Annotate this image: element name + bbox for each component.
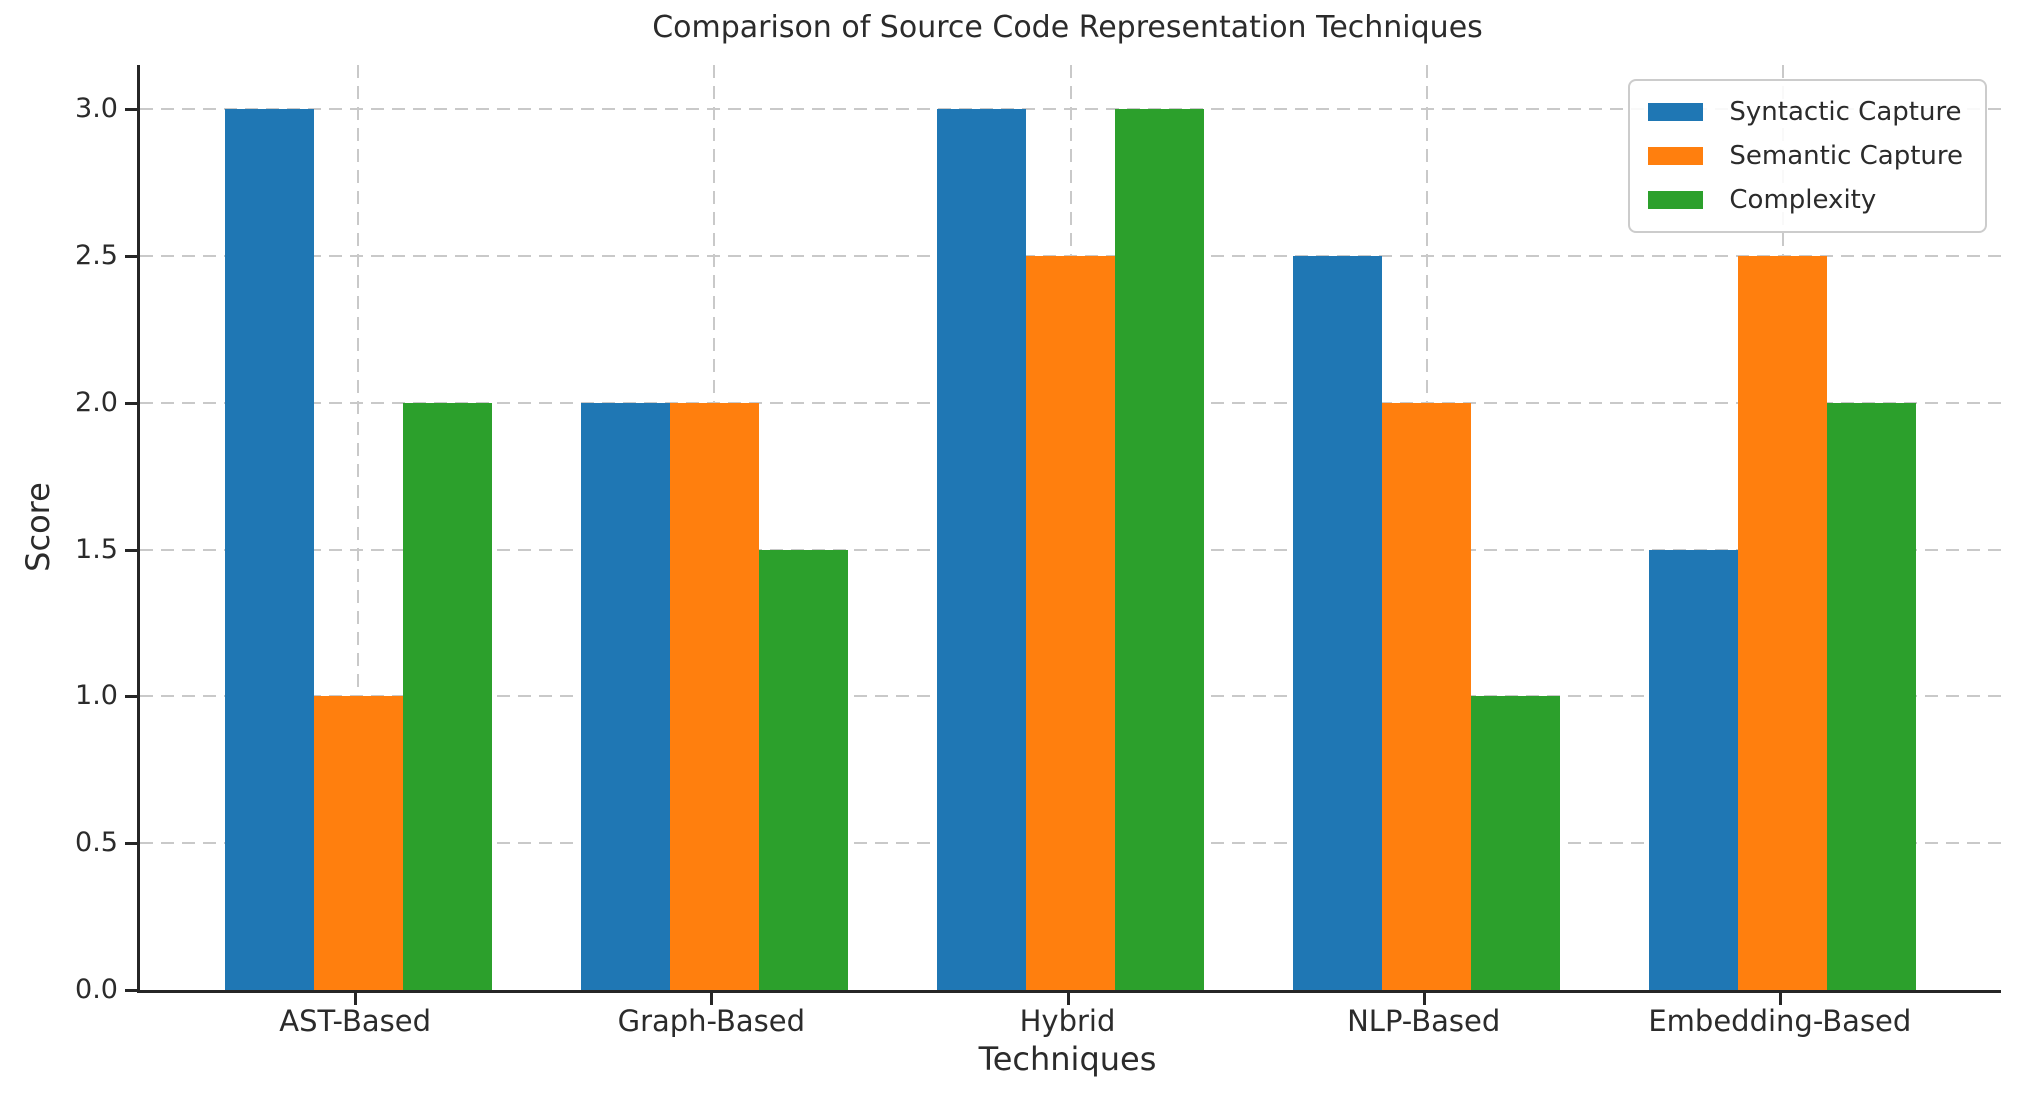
bar-Embedding-Based-Syntactic Capture bbox=[1649, 549, 1739, 990]
legend-item: Syntactic Capture bbox=[1648, 97, 1963, 127]
y-tick-label: 0.0 bbox=[75, 974, 118, 1005]
bar-Graph-Based-Complexity bbox=[758, 549, 848, 990]
x-tick-label: NLP-Based bbox=[1347, 1004, 1501, 1038]
legend: Syntactic Capture Semantic Capture Complex… bbox=[1628, 79, 1987, 233]
gridline-vertical bbox=[357, 65, 360, 990]
bar-Graph-Based-Semantic Capture bbox=[669, 402, 759, 990]
x-tick-mark bbox=[354, 993, 358, 1005]
x-tick-mark bbox=[1778, 993, 1782, 1005]
x-tick-label: Hybrid bbox=[1019, 1004, 1116, 1038]
y-tick-mark bbox=[125, 548, 137, 552]
y-tick-label: 1.0 bbox=[75, 680, 118, 712]
bar-AST-Based-Semantic Capture bbox=[313, 696, 403, 990]
bar-Hybrid-Syntactic Capture bbox=[936, 109, 1026, 990]
y-tick-mark bbox=[125, 401, 137, 405]
bar-NLP-Based-Syntactic Capture bbox=[1293, 255, 1383, 990]
y-tick-mark bbox=[125, 108, 137, 112]
bar-Embedding-Based-Semantic Capture bbox=[1738, 255, 1828, 990]
bar-NLP-Based-Complexity bbox=[1471, 696, 1561, 990]
bar-Hybrid-Complexity bbox=[1115, 109, 1205, 990]
x-tick-mark bbox=[1422, 993, 1426, 1005]
legend-item: Semantic Capture bbox=[1648, 141, 1963, 171]
y-tick-label: 0.5 bbox=[75, 827, 118, 859]
y-tick-mark bbox=[125, 254, 137, 258]
x-tick-label: AST-Based bbox=[279, 1004, 432, 1038]
x-tick-mark bbox=[710, 993, 714, 1005]
legend-item: Complexity bbox=[1648, 185, 1963, 215]
legend-swatch-Complexity bbox=[1648, 191, 1704, 209]
bar-Embedding-Based-Complexity bbox=[1827, 402, 1917, 990]
chart-title: Comparison of Source Code Representation… bbox=[652, 10, 1483, 45]
bar-AST-Based-Complexity bbox=[402, 402, 492, 990]
y-tick-mark bbox=[125, 989, 137, 992]
x-tick-mark bbox=[1066, 993, 1070, 1005]
x-tick-label: Graph-Based bbox=[617, 1004, 806, 1038]
y-tick-label: 1.5 bbox=[75, 533, 118, 565]
y-tick-mark bbox=[125, 695, 137, 699]
bar-Hybrid-Semantic Capture bbox=[1025, 255, 1115, 990]
legend-swatch-Syntactic Capture bbox=[1648, 103, 1704, 121]
legend-swatch-Semantic Capture bbox=[1648, 147, 1704, 165]
plot-area bbox=[137, 65, 2001, 993]
legend-label: Syntactic Capture bbox=[1729, 97, 1962, 127]
y-tick-label: 2.0 bbox=[75, 386, 118, 418]
y-tick-mark bbox=[125, 842, 137, 846]
legend-label: Semantic Capture bbox=[1729, 141, 1963, 171]
bar-AST-Based-Syntactic Capture bbox=[224, 109, 314, 990]
bar-Graph-Based-Syntactic Capture bbox=[580, 402, 670, 990]
x-tick-label: Embedding-Based bbox=[1648, 1004, 1912, 1038]
y-tick-label: 3.0 bbox=[75, 93, 118, 125]
legend-label: Complexity bbox=[1729, 185, 1877, 215]
bar-NLP-Based-Semantic Capture bbox=[1382, 402, 1472, 990]
x-axis-label: Techniques bbox=[978, 1040, 1157, 1078]
y-tick-label: 2.5 bbox=[75, 239, 118, 271]
